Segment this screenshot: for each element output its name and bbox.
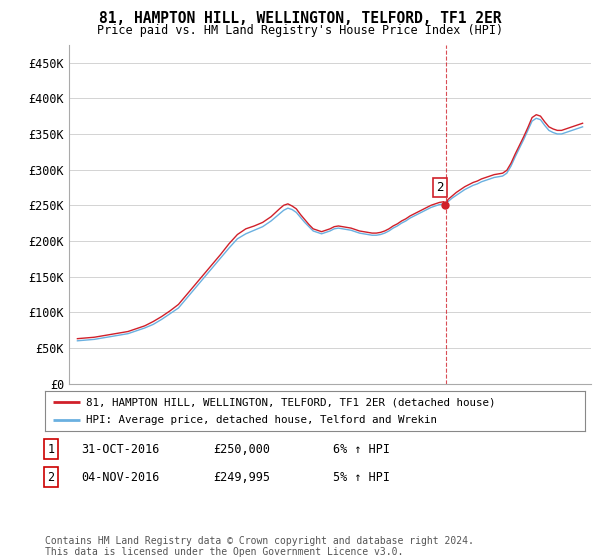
Text: £249,995: £249,995 — [213, 470, 270, 484]
Text: 2: 2 — [436, 181, 444, 194]
Text: 2: 2 — [47, 470, 55, 484]
Text: £250,000: £250,000 — [213, 442, 270, 456]
Text: Contains HM Land Registry data © Crown copyright and database right 2024.
This d: Contains HM Land Registry data © Crown c… — [45, 535, 474, 557]
Text: HPI: Average price, detached house, Telford and Wrekin: HPI: Average price, detached house, Telf… — [86, 415, 437, 425]
Text: 81, HAMPTON HILL, WELLINGTON, TELFORD, TF1 2ER (detached house): 81, HAMPTON HILL, WELLINGTON, TELFORD, T… — [86, 397, 495, 407]
Text: 31-OCT-2016: 31-OCT-2016 — [81, 442, 160, 456]
Text: 81, HAMPTON HILL, WELLINGTON, TELFORD, TF1 2ER: 81, HAMPTON HILL, WELLINGTON, TELFORD, T… — [99, 11, 501, 26]
Text: 5% ↑ HPI: 5% ↑ HPI — [333, 470, 390, 484]
Text: 6% ↑ HPI: 6% ↑ HPI — [333, 442, 390, 456]
Text: 04-NOV-2016: 04-NOV-2016 — [81, 470, 160, 484]
Text: 1: 1 — [47, 442, 55, 456]
Text: Price paid vs. HM Land Registry's House Price Index (HPI): Price paid vs. HM Land Registry's House … — [97, 24, 503, 36]
